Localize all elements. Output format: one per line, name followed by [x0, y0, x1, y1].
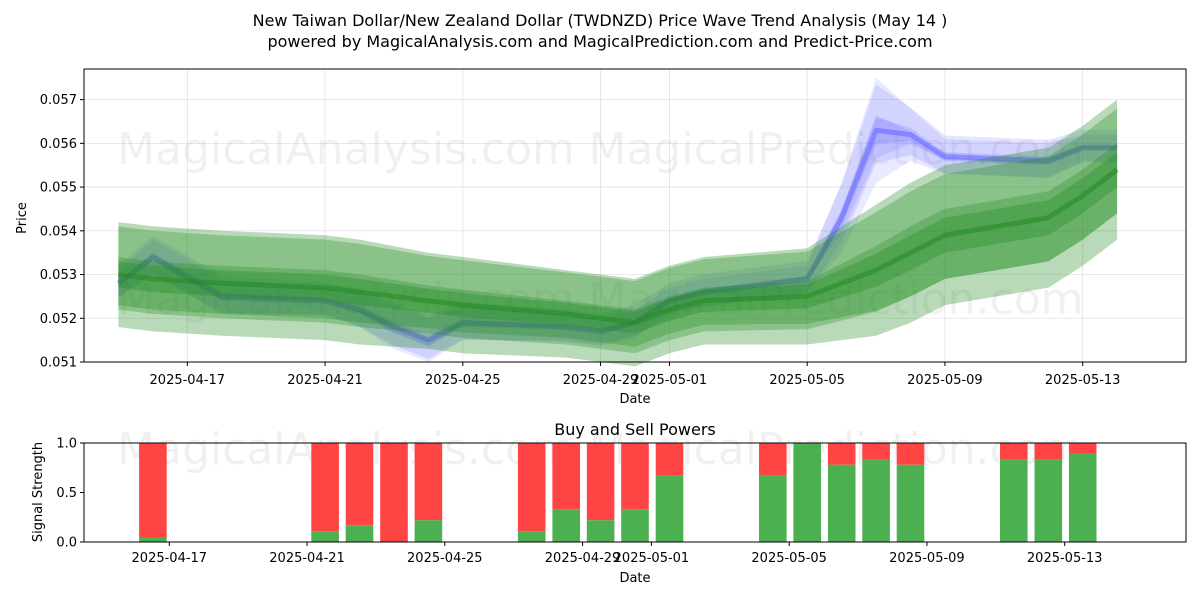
- buy-power-bar: [345, 525, 374, 542]
- signal-title: Buy and Sell Powers: [554, 420, 716, 439]
- green-wave-band: [118, 108, 1118, 347]
- green-wave-band: [118, 99, 1118, 367]
- price-panel: MagicalAnalysis.comMagicalAnalysis.comMa…: [15, 68, 1187, 407]
- signal-y-tick-label: 1.0: [56, 437, 77, 452]
- signal-x-ticks: 2025-04-17 2025-04-21 2025-04-25 2025-04-29…: [132, 542, 1103, 566]
- signal-x-tick-label: 2025-05-13: [1027, 551, 1103, 566]
- signal-panel: Buy and Sell Powers MagicalAnalysis.comM…: [31, 420, 1187, 586]
- sell-power-bar: [621, 443, 649, 510]
- price-y-tick-label: 0.053: [40, 268, 77, 283]
- signal-bars: [139, 443, 1097, 542]
- price-y-tick-label: 0.054: [40, 224, 77, 239]
- sell-power-bar: [414, 443, 443, 521]
- sell-power-bar: [896, 443, 925, 465]
- sell-power-bar: [345, 443, 374, 526]
- price-y-tick-label: 0.056: [40, 137, 77, 152]
- buy-power-bar: [655, 475, 684, 542]
- sell-power-bar: [517, 443, 546, 532]
- price-x-tick-label: 2025-05-01: [632, 373, 708, 388]
- buy-power-bar: [1068, 453, 1097, 542]
- price-wave-bands: [116, 77, 1119, 367]
- green-wave-band: [118, 143, 1118, 354]
- chart-title: New Taiwan Dollar/New Zealand Dollar (TW…: [253, 11, 948, 30]
- price-x-tick-label: 2025-04-21: [287, 373, 363, 388]
- blue-wave-band: [118, 115, 1118, 359]
- signal-y-tick-label: 0.5: [56, 486, 77, 501]
- signal-x-tick-label: 2025-04-29: [545, 551, 621, 566]
- signal-x-tick-label: 2025-05-01: [614, 551, 690, 566]
- buy-power-bar: [896, 464, 925, 542]
- signal-x-tick-label: 2025-04-25: [407, 551, 483, 566]
- sell-power-bar: [862, 443, 890, 460]
- sell-power-bar: [759, 443, 787, 476]
- sell-power-bar: [655, 443, 684, 476]
- price-y-tick-label: 0.057: [40, 93, 77, 108]
- signal-x-tick-label: 2025-04-21: [269, 551, 345, 566]
- sell-power-bar: [1034, 443, 1063, 460]
- buy-power-bar: [414, 520, 443, 542]
- buy-power-bar: [862, 459, 890, 542]
- signal-y-ticks: 0.0 0.5 1.0: [56, 437, 84, 551]
- watermark-layer: MagicalAnalysis.comMagicalAnalysis.comMa…: [117, 124, 1083, 325]
- price-x-ticks: 2025-04-17 2025-04-21 2025-04-25 2025-04-29…: [150, 362, 1121, 388]
- price-y-ticks: 0.051 0.052 0.053 0.054 0.055 0.056 0.057: [40, 93, 84, 371]
- sell-power-bar: [827, 443, 856, 465]
- buy-power-bar: [621, 509, 649, 542]
- price-plot-frame: [83, 68, 1187, 363]
- watermark-text: MagicalPrediction.com: [589, 124, 1084, 175]
- price-y-tick-label: 0.055: [40, 181, 77, 196]
- price-x-label: Date: [619, 392, 650, 407]
- price-x-tick-label: 2025-04-29: [563, 373, 639, 388]
- buy-power-bar: [586, 520, 615, 542]
- signal-x-label: Date: [619, 571, 650, 586]
- sell-power-bar: [139, 443, 167, 537]
- signal-y-label: Signal Strength: [31, 442, 46, 542]
- sell-power-bar: [552, 443, 580, 510]
- buy-power-bar: [793, 443, 821, 542]
- chart-subtitle: powered by MagicalAnalysis.com and Magic…: [267, 32, 932, 51]
- price-x-tick-label: 2025-04-25: [425, 373, 501, 388]
- signal-x-tick-label: 2025-05-09: [889, 551, 965, 566]
- green-wave-line: [118, 167, 1119, 326]
- price-y-tick-label: 0.051: [40, 356, 77, 371]
- signal-x-tick-label: 2025-04-17: [132, 551, 208, 566]
- buy-power-bar: [311, 531, 339, 542]
- price-y-label: Price: [15, 202, 30, 234]
- buy-power-bar: [759, 475, 787, 542]
- price-x-tick-label: 2025-05-13: [1045, 373, 1121, 388]
- buy-power-bar: [827, 464, 856, 542]
- watermark-text: MagicalAnalysis.com: [117, 124, 575, 175]
- sell-power-bar: [311, 443, 339, 532]
- sell-power-bar: [1000, 443, 1028, 460]
- green-wave-band: [118, 152, 1118, 334]
- price-y-tick-label: 0.052: [40, 312, 77, 327]
- buy-power-bar: [1034, 459, 1063, 542]
- sell-power-bar: [1068, 443, 1097, 454]
- price-x-tick-label: 2025-05-05: [769, 373, 845, 388]
- signal-y-tick-label: 0.0: [56, 536, 77, 551]
- sell-power-bar: [586, 443, 615, 521]
- price-x-tick-label: 2025-04-17: [150, 373, 226, 388]
- sell-power-bar: [380, 443, 408, 542]
- buy-power-bar: [517, 531, 546, 542]
- price-x-tick-label: 2025-05-09: [907, 373, 983, 388]
- buy-power-bar: [139, 537, 167, 542]
- buy-power-bar: [552, 509, 580, 542]
- buy-power-bar: [1000, 459, 1028, 542]
- signal-x-tick-label: 2025-05-05: [751, 551, 827, 566]
